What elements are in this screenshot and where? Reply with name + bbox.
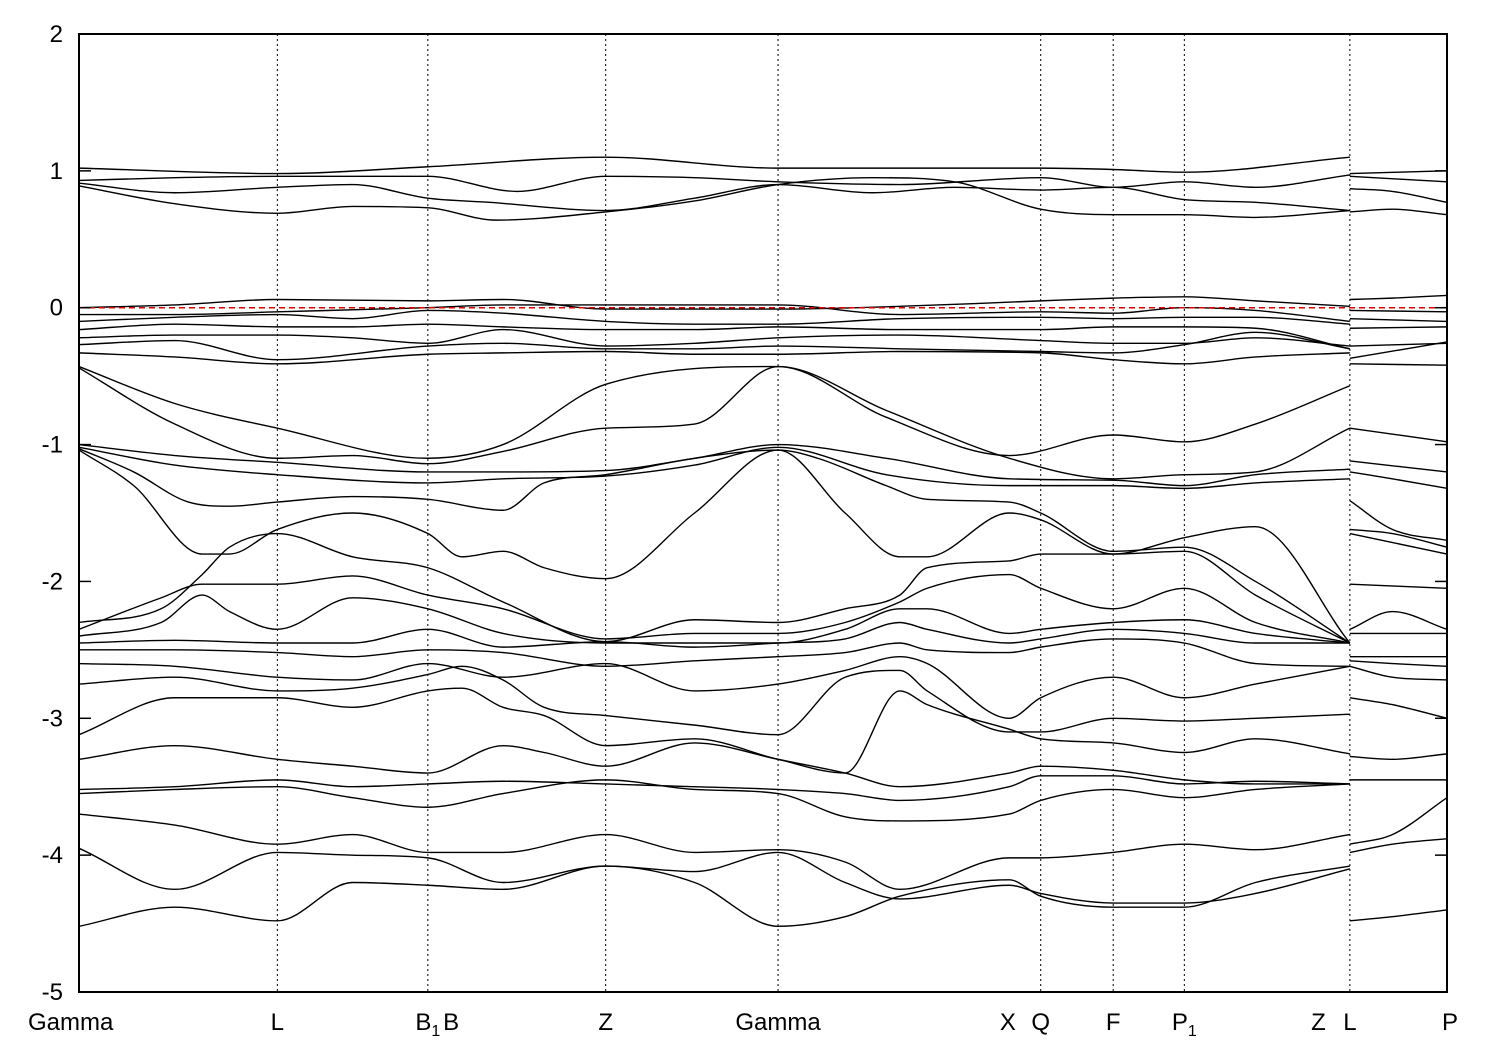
band-line — [1349, 583, 1448, 589]
band-line — [78, 323, 1351, 350]
band-line — [1349, 175, 1448, 183]
band-line — [78, 742, 1350, 788]
band-line — [78, 350, 1350, 365]
band-line — [1349, 460, 1448, 473]
band-line — [1349, 528, 1448, 548]
band-line — [78, 446, 1350, 490]
band-line — [1349, 500, 1448, 542]
band-lines — [78, 156, 1448, 928]
y-axis-ticks: 2 1 0 -1 -2 -3 -4 -5 — [42, 21, 1447, 1006]
band-line — [1349, 753, 1448, 761]
x-tick-label: L — [1343, 1009, 1356, 1036]
x-tick-label: Gamma — [28, 1009, 114, 1036]
band-line — [1349, 208, 1448, 216]
plot-frame — [78, 33, 1448, 993]
band-line — [1349, 471, 1448, 490]
x-tick-label: B — [443, 1009, 459, 1036]
band-line — [78, 573, 1351, 644]
band-line — [78, 174, 1350, 193]
band-line — [1349, 532, 1448, 555]
band-line — [78, 775, 1350, 802]
y-tick-label: -4 — [42, 842, 63, 869]
band-line — [78, 851, 1351, 927]
x-tick-label: L — [271, 1009, 284, 1036]
y-tick-label: -1 — [42, 432, 63, 459]
y-tick-label: 1 — [50, 158, 63, 185]
band-line — [1349, 797, 1448, 845]
x-tick-label: B1 — [415, 1009, 440, 1040]
band-line — [78, 594, 1350, 644]
x-tick-label: Q — [1031, 1009, 1050, 1036]
y-tick-label: -2 — [42, 568, 63, 595]
band-line — [78, 296, 1350, 310]
band-line — [1349, 294, 1448, 301]
band-line — [1349, 170, 1448, 175]
x-axis-ticks: Gamma L B1 B Z Gamma X Q F P1 Z L P — [28, 1009, 1458, 1040]
band-line — [1349, 697, 1448, 719]
band-line — [78, 328, 1350, 347]
band-line — [1349, 610, 1448, 630]
band-line — [1349, 660, 1448, 667]
band-line — [1349, 326, 1448, 329]
y-tick-label: 2 — [50, 21, 63, 48]
band-line — [78, 365, 1351, 480]
band-line — [78, 449, 1351, 644]
y-tick-label: -3 — [42, 705, 63, 732]
x-tick-label: Gamma — [735, 1009, 821, 1036]
x-tick-label: F — [1106, 1009, 1121, 1036]
y-tick-label: 0 — [50, 295, 63, 322]
band-line — [78, 687, 1350, 774]
band-line — [78, 176, 1350, 221]
band-line — [78, 156, 1350, 175]
band-line — [78, 365, 1351, 459]
x-tick-label: Z — [598, 1009, 613, 1036]
band-line — [78, 655, 1350, 719]
band-line — [1349, 665, 1448, 681]
band-line — [79, 638, 1350, 667]
band-line — [1349, 909, 1448, 922]
band-line — [78, 331, 1350, 361]
band-line — [78, 448, 1351, 644]
band-line — [1349, 187, 1448, 204]
y-tick-label: -5 — [42, 979, 63, 1006]
band-line — [78, 779, 1350, 822]
x-tick-label: P1 — [1172, 1009, 1197, 1040]
band-line — [78, 182, 1350, 212]
band-line — [78, 621, 1350, 648]
band-line — [78, 813, 1350, 891]
x-tick-label: X — [1000, 1009, 1016, 1036]
band-line — [78, 443, 1350, 487]
band-line — [78, 532, 1351, 644]
band-line — [1349, 427, 1448, 443]
band-line — [1349, 838, 1448, 854]
band-line — [78, 665, 1350, 736]
band-line — [1349, 309, 1448, 313]
x-tick-label: P — [1442, 1009, 1458, 1036]
band-line — [1349, 341, 1448, 360]
band-line — [1349, 363, 1448, 366]
band-line — [1349, 317, 1448, 323]
x-tick-label: Z — [1311, 1009, 1326, 1036]
band-line — [78, 847, 1350, 928]
band-line — [78, 309, 1350, 325]
